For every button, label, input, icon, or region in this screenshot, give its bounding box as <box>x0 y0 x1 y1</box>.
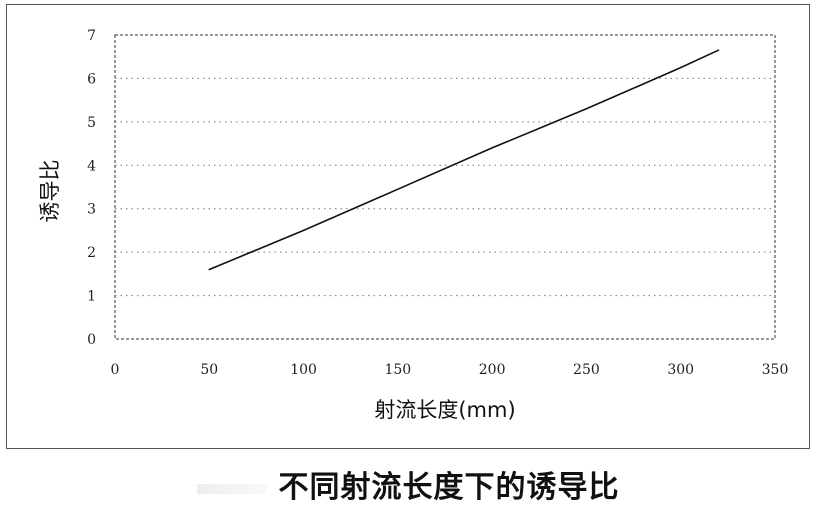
plot-area <box>114 34 776 340</box>
y-tick-label-5: 5 <box>87 115 96 131</box>
figure-caption: 不同射流长度下的诱导比 <box>278 470 620 505</box>
x-tick-label-250: 250 <box>573 362 600 378</box>
y-axis-title: 诱导比 <box>38 160 62 223</box>
y-tick-label-1: 1 <box>87 289 96 305</box>
x-tick-label-0: 0 <box>111 362 120 378</box>
y-tick-labels: 0 1 2 3 4 5 6 7 <box>87 28 96 348</box>
series-layer <box>208 49 720 271</box>
x-tick-label-100: 100 <box>290 362 317 378</box>
y-tick-label-2: 2 <box>87 245 96 261</box>
figure-caption-row: 不同射流长度下的诱导比 <box>0 462 816 506</box>
y-tick-label-7: 7 <box>87 28 96 44</box>
x-tick-label-200: 200 <box>479 362 506 378</box>
y-tick-label-0: 0 <box>87 332 96 348</box>
x-tick-label-50: 50 <box>200 362 218 378</box>
x-tick-label-350: 350 <box>762 362 789 378</box>
y-tick-label-3: 3 <box>87 202 96 218</box>
x-tick-labels: 0 50 100 150 200 250 300 350 <box>111 362 789 378</box>
x-tick-label-300: 300 <box>667 362 694 378</box>
y-tick-label-6: 6 <box>87 71 96 87</box>
x-axis-title: 射流长度(mm) <box>374 398 515 422</box>
grid-lines <box>115 77 775 297</box>
y-tick-label-4: 4 <box>87 158 96 174</box>
x-tick-label-150: 150 <box>384 362 411 378</box>
caption-leading-mark <box>196 483 267 494</box>
series-line-0 <box>208 49 720 271</box>
